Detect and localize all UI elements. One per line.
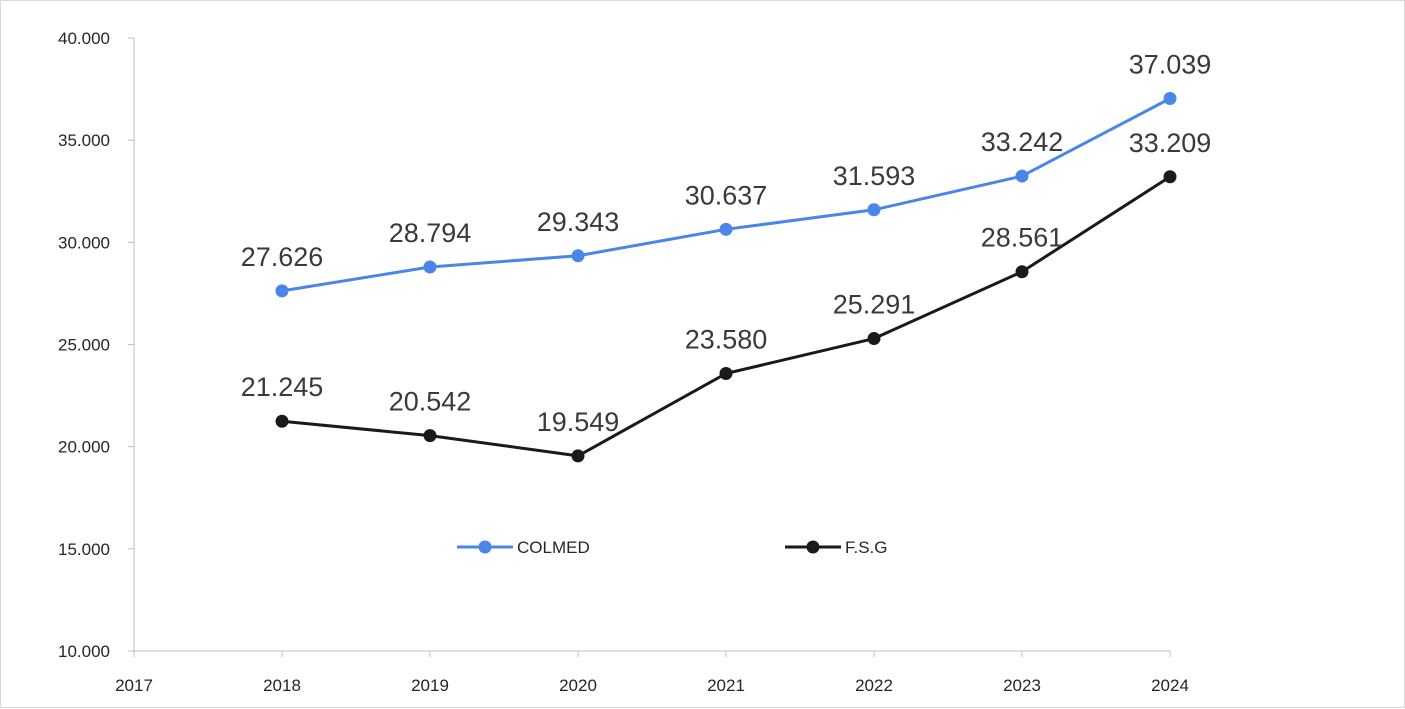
y-tick-label: 20.000 [58,438,110,457]
data-point-f-s-g [1163,170,1177,184]
data-label-f-s-g: 21.245 [241,372,324,402]
x-tick-label: 2020 [559,676,597,695]
data-label-f-s-g: 19.549 [537,407,620,437]
x-tick-label: 2022 [855,676,893,695]
x-tick-label: 2019 [411,676,449,695]
data-point-f-s-g [423,429,437,443]
data-point-f-s-g [571,449,585,463]
data-label-f-s-g: 33.209 [1129,128,1212,158]
legend-marker-colmed [478,540,492,554]
y-tick-label: 10.000 [58,642,110,661]
data-point-colmed [867,203,881,217]
data-label-colmed: 28.794 [389,218,472,248]
chart-axes: 10.000 15.000 20.000 25.000 30.000 35.000 40.0… [58,29,1189,695]
data-label-colmed: 29.343 [537,207,620,237]
x-tick-label: 2018 [263,676,301,695]
data-label-colmed: 33.242 [981,127,1064,157]
chart-legend: COLMED F.S.G [457,538,888,557]
y-tick-label: 30.000 [58,233,110,252]
data-label-colmed: 31.593 [833,161,916,191]
data-label-colmed: 30.637 [685,180,768,210]
data-labels-layer: 27.626 28.794 29.343 30.637 31.593 33.242 37.0… [241,50,1212,437]
data-point-f-s-g [1015,265,1029,279]
x-tick-label: 2017 [115,676,153,695]
data-point-colmed [1015,169,1029,183]
data-label-f-s-g: 28.561 [981,223,1064,253]
data-point-f-s-g [719,367,733,381]
y-tick-label: 40.000 [58,29,110,48]
data-label-f-s-g: 20.542 [389,387,472,417]
data-point-colmed [571,249,585,263]
data-label-f-s-g: 23.580 [685,325,768,355]
data-point-f-s-g [275,414,289,428]
x-tick-label: 2023 [1003,676,1041,695]
data-point-colmed [1163,92,1177,106]
x-tick-label: 2021 [707,676,745,695]
data-label-colmed: 37.039 [1129,50,1212,80]
data-label-f-s-g: 25.291 [833,290,916,320]
data-point-colmed [275,284,289,298]
legend-label-colmed: COLMED [517,538,590,557]
y-tick-label: 15.000 [58,540,110,559]
y-tick-label: 25.000 [58,336,110,355]
data-point-colmed [719,222,733,236]
series-layer [275,92,1177,463]
data-point-colmed [423,260,437,274]
legend-label-f-s-g: F.S.G [845,538,888,557]
x-tick-label: 2024 [1151,676,1189,695]
y-tick-label: 35.000 [58,131,110,150]
data-point-f-s-g [867,332,881,346]
data-label-colmed: 27.626 [241,242,324,272]
legend-marker-f-s-g [806,540,820,554]
